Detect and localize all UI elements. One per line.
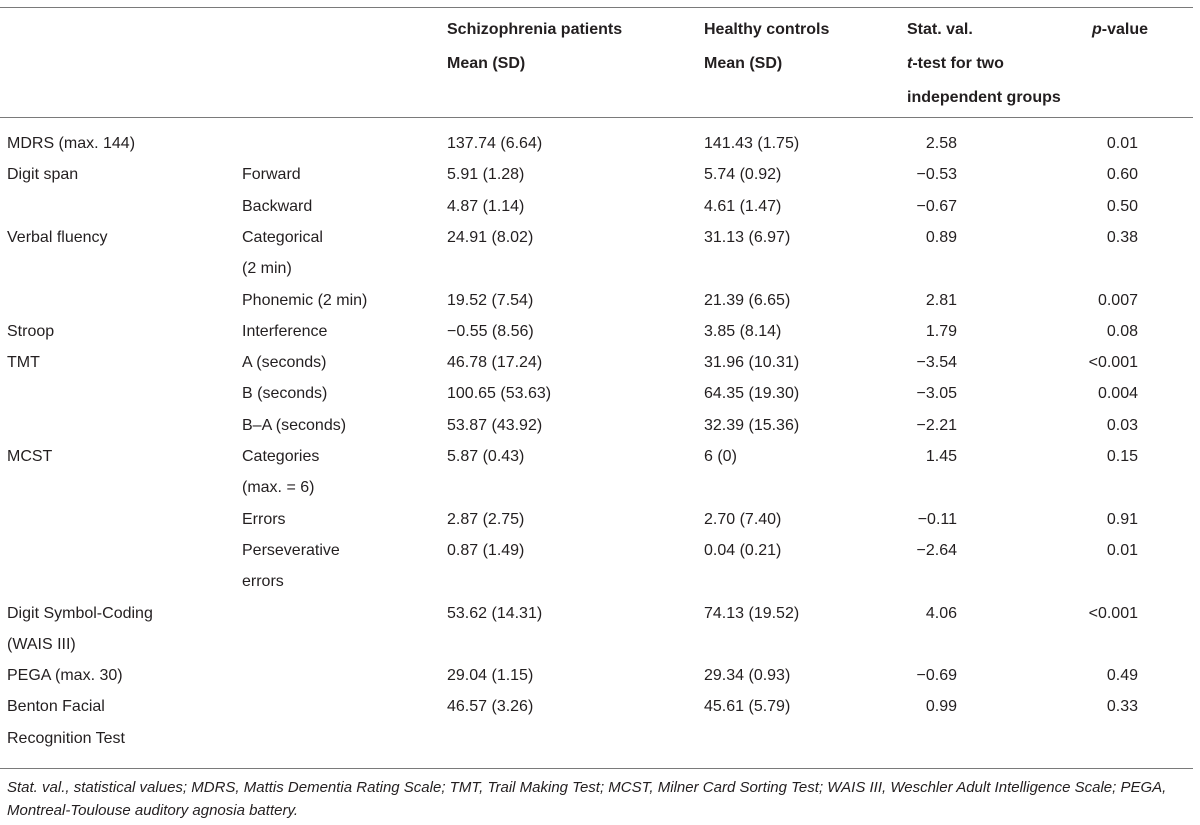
p-value-cell: 0.03 (1106, 416, 1138, 434)
schizophrenia-mean-cell: 46.57 (3.26) (447, 698, 534, 716)
schizophrenia-mean-cell: 4.87 (1.14) (447, 197, 525, 215)
subtest-cell: Errors (242, 510, 286, 528)
measure-cell: Digit span (7, 166, 79, 184)
measure-cell: MDRS (max. 144) (7, 135, 136, 152)
stat-value-cell: −0.69 (916, 667, 957, 685)
stat-value-cell: 1.79 (925, 322, 957, 340)
subtest-cell: Categories (max. = 6) (242, 448, 320, 497)
stat-value-cell: −2.21 (916, 416, 957, 434)
measure-cell: Verbal fluency (7, 228, 108, 246)
stat-value-cell: −0.53 (916, 166, 957, 184)
subtest-cell: Phonemic (2 min) (242, 291, 368, 309)
header-stat-val: Stat. val. t-test for two independent gr… (907, 21, 1061, 106)
schizophrenia-mean-cell: 100.65 (53.63) (447, 385, 552, 403)
subtest-cell: Forward (242, 166, 301, 184)
healthy-mean-cell: 45.61 (5.79) (704, 698, 791, 716)
p-value-cell: 0.007 (1097, 291, 1138, 309)
schizophrenia-mean-cell: 0.87 (1.49) (447, 541, 525, 559)
header-healthy-controls: Healthy controls Mean (SD) (704, 21, 830, 72)
subtest-cell: B (seconds) (242, 385, 328, 403)
healthy-mean-cell: 6 (0) (704, 448, 737, 465)
table-footnote: Stat. val., statistical values; MDRS, Ma… (7, 779, 1167, 819)
table-top-rule (0, 7, 1193, 8)
healthy-mean-cell: 141.43 (1.75) (704, 135, 800, 152)
stat-value-cell: 0.89 (925, 228, 957, 246)
table-header-rule (0, 117, 1193, 118)
stat-value-cell: −0.67 (916, 197, 957, 215)
measure-cell: Digit Symbol-Coding (WAIS III) (7, 604, 153, 653)
healthy-mean-cell: 31.96 (10.31) (704, 354, 800, 372)
p-value-cell: <0.001 (1088, 604, 1138, 622)
healthy-mean-cell: 4.61 (1.47) (704, 197, 782, 215)
stat-value-cell: −3.05 (916, 385, 957, 403)
stat-value-cell: −2.64 (916, 541, 957, 559)
subtest-cell: B–A (seconds) (242, 416, 347, 434)
p-value-cell: 0.01 (1106, 135, 1138, 152)
measure-cell: Benton Facial Recognition Test (7, 698, 125, 747)
measure-cell: TMT (7, 354, 40, 372)
table-bottom-rule (0, 768, 1193, 769)
measure-cell: Stroop (7, 322, 55, 340)
subtest-cell: Backward (242, 197, 313, 215)
p-value-cell: 0.60 (1106, 166, 1138, 184)
p-value-cell: 0.38 (1106, 228, 1138, 246)
healthy-mean-cell: 3.85 (8.14) (704, 322, 782, 340)
stat-value-cell: 4.06 (925, 604, 957, 622)
schizophrenia-mean-cell: 137.74 (6.64) (447, 135, 543, 152)
measure-cell: MCST (7, 448, 53, 465)
schizophrenia-mean-cell: 53.87 (43.92) (447, 416, 543, 434)
stat-value-cell: 0.99 (925, 698, 957, 716)
subtest-cell: Perseverative errors (242, 541, 340, 591)
stat-value-cell: −0.11 (917, 510, 957, 528)
healthy-mean-cell: 31.13 (6.97) (704, 228, 791, 246)
p-value-cell: 0.15 (1106, 448, 1138, 465)
p-value-cell: 0.91 (1106, 510, 1138, 528)
stat-value-cell: 2.58 (925, 135, 957, 152)
healthy-mean-cell: 29.34 (0.93) (704, 667, 791, 685)
measure-cell: PEGA (max. 30) (7, 667, 123, 685)
stat-value-cell: 1.45 (925, 448, 957, 465)
schizophrenia-mean-cell: 2.87 (2.75) (447, 510, 525, 528)
schizophrenia-mean-cell: 24.91 (8.02) (447, 228, 534, 246)
healthy-mean-cell: 74.13 (19.52) (704, 604, 800, 622)
schizophrenia-mean-cell: 46.78 (17.24) (447, 354, 543, 372)
schizophrenia-mean-cell: 19.52 (7.54) (447, 291, 534, 309)
stat-value-cell: −3.54 (916, 354, 957, 372)
healthy-mean-cell: 21.39 (6.65) (704, 291, 791, 309)
p-value-cell: 0.50 (1106, 197, 1138, 215)
schizophrenia-mean-cell: 5.91 (1.28) (447, 166, 525, 184)
header-p-value: p-value (1092, 21, 1149, 38)
schizophrenia-mean-cell: 53.62 (14.31) (447, 604, 543, 622)
subtest-cell: A (seconds) (242, 354, 327, 372)
p-value-cell: 0.49 (1106, 667, 1138, 685)
schizophrenia-mean-cell: −0.55 (8.56) (447, 322, 534, 340)
healthy-mean-cell: 5.74 (0.92) (704, 166, 782, 184)
healthy-mean-cell: 64.35 (19.30) (704, 385, 800, 403)
p-value-cell: 0.33 (1106, 698, 1138, 716)
subtest-cell: Categorical (2 min) (242, 228, 323, 278)
healthy-mean-cell: 32.39 (15.36) (704, 416, 800, 434)
healthy-mean-cell: 2.70 (7.40) (704, 510, 782, 528)
header-schizophrenia: Schizophrenia patients Mean (SD) (447, 21, 623, 72)
schizophrenia-mean-cell: 29.04 (1.15) (447, 667, 534, 685)
subtest-cell: Interference (242, 322, 328, 340)
stat-value-cell: 2.81 (925, 291, 957, 309)
schizophrenia-mean-cell: 5.87 (0.43) (447, 448, 525, 465)
p-value-cell: 0.004 (1097, 385, 1138, 403)
p-value-cell: 0.08 (1106, 322, 1138, 340)
healthy-mean-cell: 0.04 (0.21) (704, 541, 782, 559)
p-value-cell: 0.01 (1106, 541, 1138, 559)
p-value-cell: <0.001 (1088, 354, 1138, 372)
